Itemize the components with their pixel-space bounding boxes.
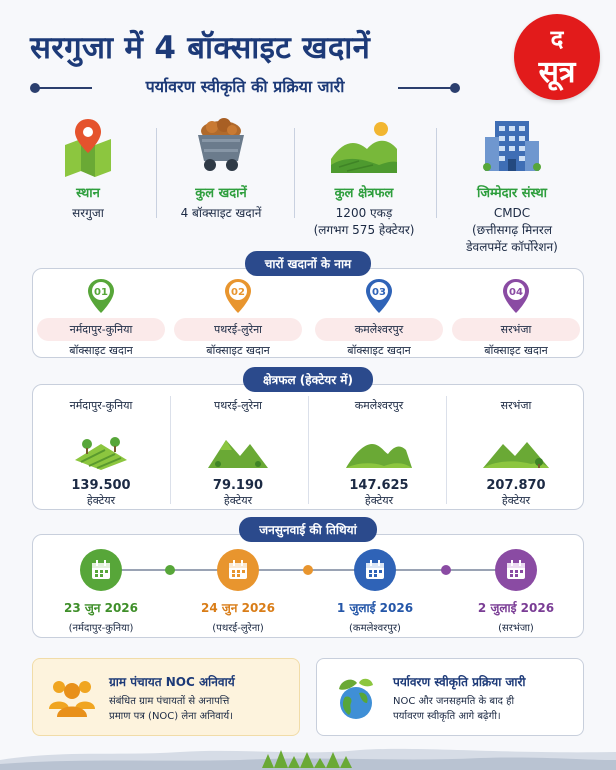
subtitle-banner: पर्यावरण स्वीकृति की प्रक्रिया जारी xyxy=(30,75,460,99)
location-pin-icon: 02 xyxy=(174,278,302,314)
hearing-date-item: 1 जुलाई 2026 (कमलेश्वरपुर) xyxy=(311,549,439,634)
globe-leaf-icon xyxy=(331,673,381,727)
page-subtitle: पर्यावरण स्वीकृति की प्रक्रिया जारी xyxy=(145,77,345,96)
mine-cart-icon xyxy=(151,115,291,177)
svg-text:04: 04 xyxy=(509,287,523,298)
stat-total-mines: कुल खदानें 4 बॉक्साइट खदानें xyxy=(151,115,291,222)
stat-responsible-body: जिम्मेदार संस्था CMDC (छत्तीसगढ़ मिनरल ड… xyxy=(442,115,582,256)
area-item: कमलेश्वरपुर 147.625 हेक्टेयर xyxy=(315,398,443,508)
timeline-dot xyxy=(441,565,451,575)
hearing-date-item: 2 जुलाई 2026 (सरभंजा) xyxy=(452,549,580,634)
hearing-date-item: 23 जुन 2026 (नर्मदापुर-कुनिया) xyxy=(37,549,165,634)
hills-icon xyxy=(315,424,443,470)
location-pin-icon: 03 xyxy=(315,278,443,314)
stat-total-area: कुल क्षेत्रफल 1200 एकड़ (लगभग 575 हेक्टे… xyxy=(294,115,434,239)
stat-location: स्थान सरगुजा xyxy=(18,115,158,222)
landscape-icon xyxy=(294,115,434,177)
clearance-card: पर्यावरण स्वीकृति प्रक्रिया जारी NOC और … xyxy=(316,658,584,736)
hills-icon xyxy=(452,424,580,470)
page-title: सरगुजा में 4 बॉक्साइट खदानें xyxy=(30,30,371,66)
hills-icon xyxy=(174,424,302,470)
calendar-icon xyxy=(80,549,122,591)
farmland-icon xyxy=(37,424,165,470)
building-icon xyxy=(442,115,582,177)
mines-section-title: चारों खदानों के नाम xyxy=(0,251,616,276)
brand-logo: द सूत्र xyxy=(514,14,600,100)
mine-item: 02 पथरई-लुरेना बॉक्साइट खदान xyxy=(174,278,302,358)
mine-item: 03 कमलेश्वरपुर बॉक्साइट खदान xyxy=(315,278,443,358)
area-item: सरभंजा 207.870 हेक्टेयर xyxy=(452,398,580,508)
area-item: पथरई-लुरेना 79.190 हेक्टेयर xyxy=(174,398,302,508)
mine-item: 04 सरभंजा बॉक्साइट खदान xyxy=(452,278,580,358)
area-item: नर्मदापुर-कुनिया 139.500 हेक्टेयर xyxy=(37,398,165,508)
hearing-date-item: 24 जुन 2026 (पथरई-लुरेना) xyxy=(174,549,302,634)
location-pin-icon: 01 xyxy=(37,278,165,314)
calendar-icon xyxy=(217,549,259,591)
mine-item: 01 नर्मदापुर-कुनिया बॉक्साइट खदान xyxy=(37,278,165,358)
calendar-icon xyxy=(495,549,537,591)
calendar-icon xyxy=(354,549,396,591)
map-pin-icon xyxy=(18,115,158,177)
svg-text:02: 02 xyxy=(231,287,245,298)
people-group-icon xyxy=(47,675,97,723)
location-pin-icon: 04 xyxy=(452,278,580,314)
timeline-dot xyxy=(165,565,175,575)
noc-card: ग्राम पंचायत NOC अनिवार्य संबंधित ग्राम … xyxy=(32,658,300,736)
hearing-box xyxy=(32,534,584,638)
hearing-section-title: जनसुनवाई की तिथियां xyxy=(0,517,616,542)
footer-landscape xyxy=(0,742,616,770)
svg-text:01: 01 xyxy=(94,287,108,298)
area-section-title: क्षेत्रफल (हेक्टेयर में) xyxy=(0,367,616,392)
mines-box xyxy=(32,268,584,358)
timeline-dot xyxy=(303,565,313,575)
svg-text:03: 03 xyxy=(372,287,386,298)
